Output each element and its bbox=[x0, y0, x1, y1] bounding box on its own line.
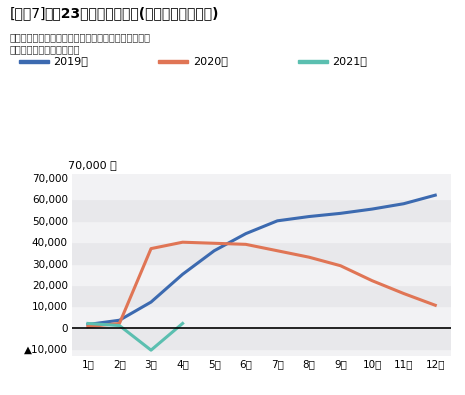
Bar bbox=[72, 328, 451, 349]
Text: 2019年: 2019年 bbox=[53, 56, 88, 66]
Text: ニッセイ基礎研究所が作成: ニッセイ基礎研究所が作成 bbox=[9, 44, 80, 54]
Bar bbox=[72, 307, 451, 328]
Bar bbox=[72, 285, 451, 307]
Bar bbox=[72, 221, 451, 242]
Bar bbox=[72, 242, 451, 263]
Text: 70,000 人: 70,000 人 bbox=[68, 160, 117, 170]
Text: 東京23区の転入超過数(各年の月次累計値): 東京23区の転入超過数(各年の月次累計値) bbox=[44, 6, 219, 20]
Bar bbox=[72, 178, 451, 199]
Bar bbox=[72, 263, 451, 285]
Text: 出所：総務省「住民基本台帳人口移動報告」をもとに: 出所：総務省「住民基本台帳人口移動報告」をもとに bbox=[9, 32, 150, 42]
Text: 2020年: 2020年 bbox=[193, 56, 228, 66]
Text: 2021年: 2021年 bbox=[332, 56, 367, 66]
Bar bbox=[72, 199, 451, 221]
Text: [図表7]: [図表7] bbox=[9, 6, 46, 20]
